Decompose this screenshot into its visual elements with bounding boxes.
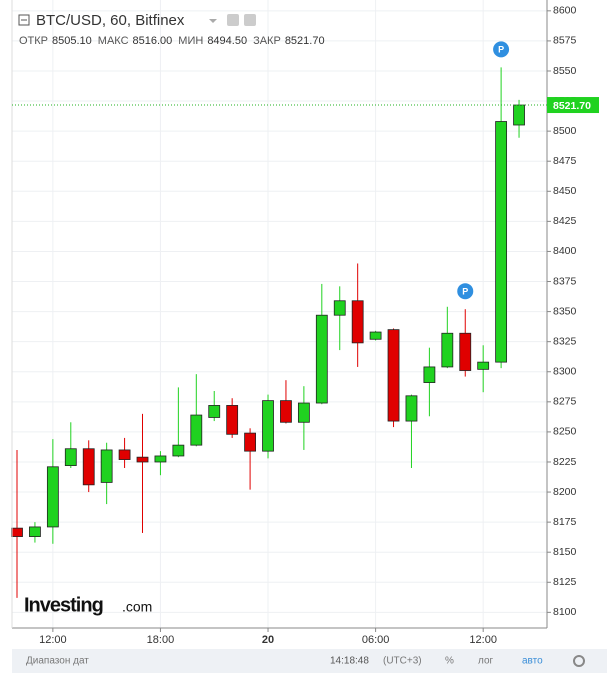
- y-tick-label: 8250: [553, 426, 577, 438]
- candle-body: [262, 400, 274, 452]
- ohlc-value: 8521.70: [285, 35, 325, 47]
- x-tick-label: 06:00: [362, 634, 390, 646]
- y-tick-label: 8100: [553, 606, 577, 618]
- x-tick-label: 12:00: [39, 634, 67, 646]
- y-tick-label: 8600: [553, 5, 577, 17]
- candle-body: [11, 527, 23, 537]
- ohlc-label: МАКС: [98, 35, 129, 47]
- toolbar: [12, 649, 607, 673]
- last-price-label: 8521.70: [553, 100, 591, 112]
- y-tick-label: 8550: [553, 65, 577, 77]
- y-tick-label: 8575: [553, 35, 577, 47]
- candle-body: [297, 402, 310, 423]
- y-tick-label: 8175: [553, 516, 577, 528]
- candle-body: [29, 526, 41, 537]
- y-tick-label: 8350: [553, 305, 577, 317]
- y-tick-label: 8200: [553, 486, 577, 498]
- x-tick-label: 12:00: [469, 634, 497, 646]
- candle-body: [118, 449, 131, 460]
- clock: 14:18:48: [330, 656, 369, 667]
- candle-body: [387, 329, 400, 422]
- chart-title: BTC/USD, 60, Bitfinex: [36, 12, 185, 29]
- auto-button[interactable]: авто: [522, 656, 543, 667]
- date-range-button[interactable]: Диапазон дат: [26, 656, 89, 667]
- candle-body: [351, 300, 364, 344]
- settings-icon[interactable]: [244, 14, 256, 26]
- ohlc-label: ОТКР: [19, 35, 48, 47]
- candle-body: [423, 366, 436, 383]
- timezone[interactable]: (UTC+3): [383, 656, 422, 667]
- y-tick-label: 8500: [553, 125, 577, 137]
- candle-body: [333, 300, 346, 316]
- candle-body: [208, 405, 221, 418]
- y-tick-label: 8400: [553, 245, 577, 257]
- y-tick-label: 8375: [553, 275, 577, 287]
- y-tick-label: 8150: [553, 546, 577, 558]
- candle-body: [100, 449, 113, 483]
- ohlc-value: 8505.10: [52, 35, 92, 47]
- candle-body: [513, 104, 525, 126]
- y-tick-label: 8450: [553, 185, 577, 197]
- candle-body: [172, 444, 185, 457]
- candle-body: [280, 400, 292, 423]
- title-dropdown[interactable]: [209, 19, 217, 23]
- event-marker-label: P: [462, 287, 468, 297]
- candle-body: [46, 466, 59, 528]
- y-tick-label: 8325: [553, 335, 577, 347]
- y-tick-label: 8425: [553, 215, 577, 227]
- watermark-suffix: .com: [122, 599, 152, 615]
- ohlc-label: ЗАКР: [253, 35, 281, 47]
- log-button[interactable]: лог: [478, 656, 494, 667]
- collapse-icon[interactable]: [18, 14, 30, 26]
- candle-body: [315, 314, 328, 404]
- candle-body: [154, 455, 167, 463]
- event-marker: [493, 41, 510, 58]
- candle-body: [244, 432, 256, 452]
- candle-body: [190, 414, 203, 446]
- y-tick-label: 8300: [553, 366, 577, 378]
- x-tick-label: 18:00: [147, 634, 175, 646]
- event-marker: [457, 283, 474, 300]
- candle-body: [369, 331, 382, 340]
- candle-body: [477, 361, 490, 370]
- ohlc-label: МИН: [178, 35, 203, 47]
- y-tick-label: 8125: [553, 576, 577, 588]
- candle-body: [136, 456, 149, 463]
- candle-body: [226, 405, 239, 435]
- y-tick-label: 8225: [553, 456, 577, 468]
- candle-body: [495, 121, 508, 363]
- settings-gear[interactable]: [573, 655, 585, 667]
- ohlc-value: 8494.50: [207, 35, 247, 47]
- eye-icon[interactable]: [227, 14, 239, 26]
- y-tick-label: 8475: [553, 155, 577, 167]
- event-marker-label: P: [498, 45, 504, 55]
- y-tick-label: 8275: [553, 396, 577, 408]
- candle-body: [405, 395, 418, 422]
- ohlc-value: 8516.00: [133, 35, 173, 47]
- candle-body: [82, 448, 95, 486]
- x-tick-label: 20: [262, 634, 274, 646]
- watermark-brand: Investing: [24, 594, 103, 616]
- candle-body: [64, 448, 77, 466]
- candle-body: [459, 332, 472, 371]
- candle-body: [441, 332, 454, 368]
- percent-button[interactable]: %: [445, 656, 454, 667]
- last-price-box: [547, 97, 599, 114]
